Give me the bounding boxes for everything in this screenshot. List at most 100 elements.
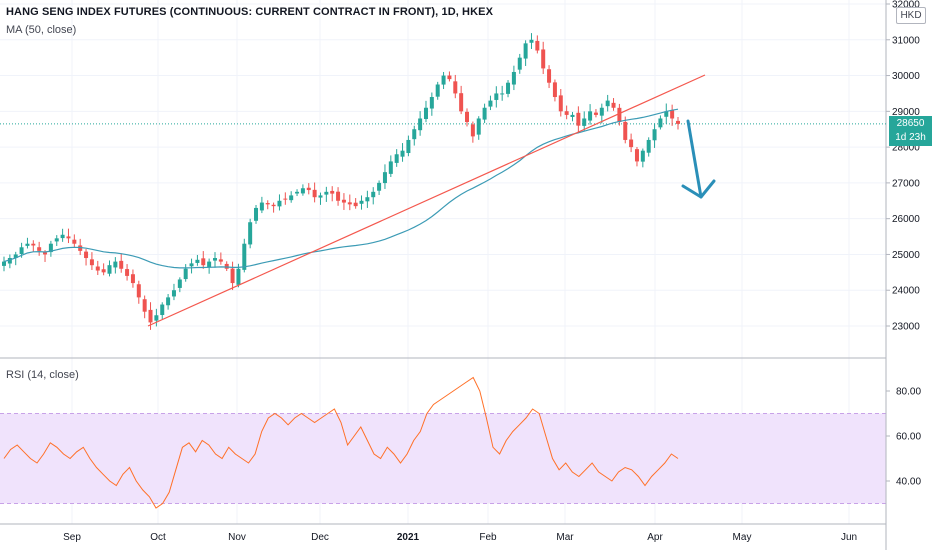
candle xyxy=(60,228,65,242)
time-tick-label: Oct xyxy=(150,532,166,543)
candle xyxy=(113,257,118,274)
candle xyxy=(207,258,212,274)
candle xyxy=(640,148,645,168)
candle xyxy=(353,198,358,209)
candle xyxy=(535,35,540,54)
candle xyxy=(488,95,493,111)
candle xyxy=(423,100,428,123)
rsi-legend-label: RSI (14, close) xyxy=(6,369,79,381)
currency-unit-badge[interactable]: HKD xyxy=(896,7,926,24)
candle xyxy=(7,254,12,269)
price-tick-label: 29000 xyxy=(892,107,920,118)
candle xyxy=(336,187,341,206)
candle xyxy=(195,254,200,266)
rsi-tick-label: 40.00 xyxy=(896,477,921,488)
price-tick-label: 27000 xyxy=(892,178,920,189)
time-tick-label: Feb xyxy=(479,532,497,543)
candle xyxy=(283,192,288,205)
candle xyxy=(658,115,663,130)
candle xyxy=(599,103,604,124)
chart-title: HANG SENG INDEX FUTURES (CONTINUOUS: CUR… xyxy=(6,6,494,18)
candle xyxy=(629,133,634,153)
candle xyxy=(470,121,475,143)
candle xyxy=(318,192,323,205)
candle xyxy=(441,71,446,90)
candle xyxy=(365,190,370,208)
candle xyxy=(523,40,528,66)
candle xyxy=(295,189,300,197)
candle xyxy=(48,240,53,257)
price-tick-label: 28000 xyxy=(892,143,920,154)
candle xyxy=(89,252,94,271)
candle xyxy=(564,105,569,120)
candle xyxy=(84,249,89,266)
time-tick-label: Sep xyxy=(63,532,81,543)
last-price-value: 28650 xyxy=(896,118,925,129)
candle xyxy=(37,241,42,256)
candle xyxy=(330,186,335,202)
candle xyxy=(517,53,522,74)
candle xyxy=(54,235,59,246)
candle xyxy=(652,123,657,148)
candle xyxy=(382,164,387,189)
candle xyxy=(271,202,276,213)
candle xyxy=(166,293,171,310)
candle xyxy=(25,237,30,249)
price-tick-label: 24000 xyxy=(892,286,920,297)
ma-line xyxy=(3,108,679,269)
candle xyxy=(547,65,552,89)
rsi-line xyxy=(3,376,679,509)
candle xyxy=(670,104,675,126)
candle xyxy=(136,280,141,304)
candle xyxy=(388,155,393,177)
candle xyxy=(465,108,470,127)
candle xyxy=(605,94,610,112)
time-axis-ticks: Sep Oct Nov Dec 2021 Feb Mar Apr May Jun xyxy=(63,532,857,543)
rsi-tick-label: 80.00 xyxy=(896,387,921,398)
candle xyxy=(623,116,628,144)
candle xyxy=(646,137,651,157)
candle xyxy=(634,147,639,167)
candle xyxy=(582,111,587,131)
candle xyxy=(101,263,106,276)
candle xyxy=(154,308,159,327)
rsi-axis-ticks: 80.00 60.00 40.00 xyxy=(886,387,921,488)
candle xyxy=(224,261,229,272)
price-tick-label: 30000 xyxy=(892,71,920,82)
candle xyxy=(107,260,112,277)
candle xyxy=(312,182,317,203)
candle xyxy=(201,251,206,269)
candle xyxy=(359,195,364,210)
candle xyxy=(183,264,188,282)
bar-countdown: 1d 23h xyxy=(895,132,926,143)
candle xyxy=(500,85,505,101)
candle xyxy=(494,86,499,108)
last-price-badge: 28650 1d 23h xyxy=(889,116,932,146)
candle xyxy=(306,183,311,195)
down-arrow-annotation xyxy=(681,119,716,199)
time-tick-label: Apr xyxy=(647,532,663,543)
candle xyxy=(259,196,264,214)
candle xyxy=(171,283,176,301)
candle xyxy=(570,111,575,122)
candle xyxy=(418,111,423,136)
time-tick-label: Nov xyxy=(228,532,246,543)
candle xyxy=(341,193,346,210)
candle xyxy=(2,256,6,272)
candle xyxy=(254,205,259,224)
candle xyxy=(142,295,147,319)
candle xyxy=(130,269,135,288)
candle xyxy=(394,149,399,167)
candle xyxy=(289,191,294,203)
candle xyxy=(160,302,165,319)
price-axis-ticks: 32000 31000 30000 29000 28000 27000 26000 25000… xyxy=(886,0,920,333)
time-tick-label: 2021 xyxy=(397,532,420,543)
candle xyxy=(588,104,593,125)
candle xyxy=(476,116,481,140)
candle xyxy=(119,253,124,273)
candle xyxy=(459,85,464,115)
price-tick-label: 32000 xyxy=(892,0,920,11)
candle xyxy=(429,92,434,116)
candle xyxy=(664,103,669,124)
